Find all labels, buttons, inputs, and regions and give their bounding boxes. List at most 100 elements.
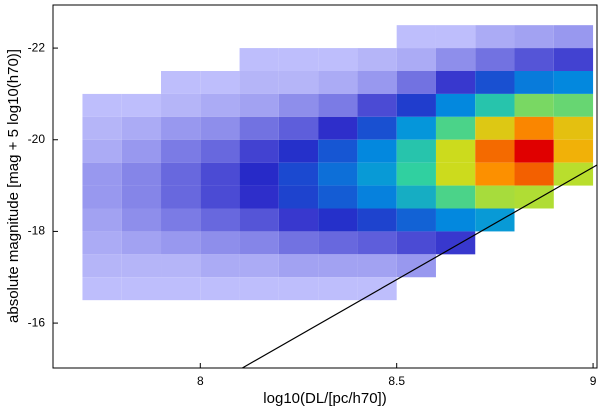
x-axis-label: log10(DL/[pc/h70]): [263, 390, 386, 407]
heat-cell: [475, 277, 514, 300]
heat-cell: [357, 25, 396, 48]
heat-cell: [436, 300, 475, 323]
x-tick-label: 9: [590, 374, 597, 388]
heat-cell: [475, 48, 515, 71]
heat-cell: [436, 277, 475, 300]
heat-cell: [239, 139, 279, 163]
heat-cell: [200, 139, 240, 163]
heat-cell: [554, 277, 593, 300]
heat-cell: [278, 277, 319, 301]
heat-cell: [475, 71, 515, 94]
heat-cell: [200, 185, 240, 209]
heat-cell: [357, 323, 396, 346]
heat-cell: [278, 231, 319, 255]
heat-cell: [514, 185, 554, 209]
x-tick-label: 8: [197, 374, 204, 388]
heat-cell: [435, 185, 476, 209]
heat-cell: [82, 185, 122, 209]
heat-cell: [357, 185, 397, 209]
heat-cell: [82, 48, 121, 71]
heat-cell: [278, 208, 319, 232]
heat-cell: [200, 231, 240, 255]
heat-cell: [397, 300, 436, 323]
heat-cell: [240, 323, 279, 346]
heat-cell: [553, 162, 594, 186]
heat-cell: [122, 25, 161, 48]
heat-cell: [200, 254, 240, 278]
heat-cell: [318, 139, 358, 163]
heat-cell: [121, 277, 162, 301]
heat-cell: [396, 25, 436, 49]
heat-cell: [161, 300, 200, 323]
heat-cell: [239, 185, 279, 209]
heat-cell: [278, 116, 319, 140]
heat-cell: [357, 93, 397, 117]
heat-cell: [161, 139, 201, 163]
heat-cell: [318, 71, 358, 94]
heat-cell: [554, 209, 593, 232]
y-tick-label: -16: [28, 315, 46, 329]
heat-cell: [357, 300, 396, 323]
heat-cell: [515, 323, 554, 346]
heat-cell: [514, 48, 554, 71]
heat-cell: [318, 208, 358, 232]
heat-cell: [357, 139, 397, 163]
heat-cell: [435, 116, 476, 140]
heat-cell: [122, 71, 161, 94]
y-tick-label: -18: [28, 224, 46, 238]
heat-cell: [554, 231, 593, 254]
heat-cell: [278, 185, 319, 209]
heat-cell: [553, 71, 594, 94]
heat-cell: [239, 71, 279, 94]
heat-cell: [318, 323, 357, 346]
heat-cell: [318, 25, 357, 48]
heat-cell: [436, 254, 475, 277]
heat-cell: [357, 277, 397, 301]
heat-cell: [121, 208, 162, 232]
heat-cell: [475, 93, 515, 117]
heat-cell: [122, 323, 161, 346]
heat-cell: [82, 25, 121, 48]
heat-cell: [318, 254, 358, 278]
heat-cell: [239, 48, 279, 71]
heat-cell: [279, 25, 318, 48]
heat-cell: [200, 25, 239, 48]
heat-cell: [553, 48, 594, 71]
heat-cell: [554, 323, 593, 346]
heat-cell: [200, 71, 240, 94]
heat-cell: [239, 116, 279, 140]
heat-cell: [161, 116, 201, 140]
heat-cell: [200, 208, 240, 232]
heat-cell: [161, 48, 200, 71]
heat-cell: [396, 71, 436, 94]
heat-cell: [554, 254, 593, 277]
x-tick-label: 8.5: [388, 374, 405, 388]
heat-cell: [514, 71, 554, 94]
heat-cell: [514, 116, 554, 140]
heat-cell: [553, 139, 594, 163]
heat-cell: [278, 93, 319, 117]
heat-cell: [279, 323, 318, 346]
heat-cell: [161, 277, 201, 301]
heat-cell: [121, 231, 162, 255]
heat-cell: [278, 48, 319, 71]
heat-cell: [396, 162, 436, 186]
heat-cell: [357, 116, 397, 140]
heat-cell: [278, 139, 319, 163]
heat-cell: [161, 254, 201, 278]
heat-cell: [240, 25, 279, 48]
heat-cell: [239, 254, 279, 278]
heat-cell: [200, 48, 239, 71]
heat-cell: [554, 186, 593, 209]
heat-cell: [279, 300, 318, 323]
plot-frame: [52, 4, 598, 369]
heat-cell: [435, 162, 476, 186]
heat-cell: [397, 323, 436, 346]
heat-cell: [357, 71, 397, 94]
heat-cell: [554, 300, 593, 323]
heat-cell: [514, 139, 554, 163]
heat-cell: [435, 208, 476, 232]
heat-cell: [161, 25, 200, 48]
heat-cell: [239, 162, 279, 186]
